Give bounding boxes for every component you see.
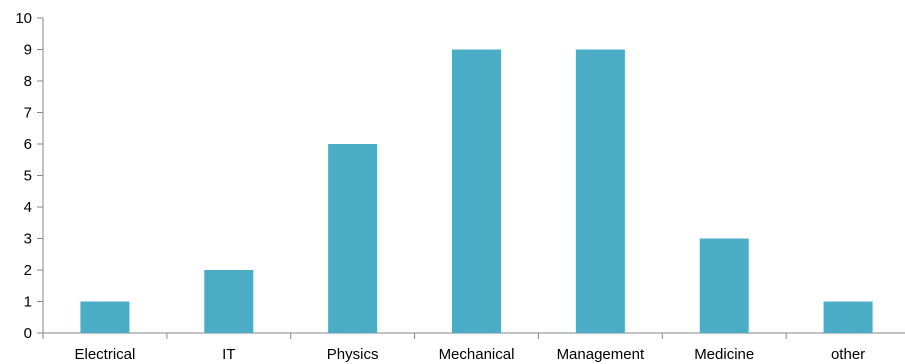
bar-mechanical <box>452 49 501 333</box>
x-axis: Electrical IT Physics Mechanical Management M… <box>42 332 905 363</box>
x-category-label: Management <box>557 346 645 363</box>
x-category-label: IT <box>222 346 235 363</box>
y-tick-label: 7 <box>24 105 32 122</box>
y-tick-label: 1 <box>24 294 32 311</box>
x-category-label: other <box>831 346 865 363</box>
y-tick-label: 3 <box>24 231 32 248</box>
bar-physics <box>328 144 378 333</box>
bar-medicine <box>699 238 749 333</box>
y-tick-label: 0 <box>24 325 32 342</box>
bars <box>80 49 873 333</box>
y-tick-label: 2 <box>24 262 32 279</box>
y-axis: 0 1 2 3 4 5 6 7 8 9 10 <box>15 10 44 342</box>
x-category-label: Mechanical <box>439 346 515 363</box>
y-tick-label: 6 <box>24 136 32 153</box>
bar-it <box>204 270 254 333</box>
y-tick-label: 5 <box>24 168 32 185</box>
bar-electrical <box>80 301 130 333</box>
x-category-label: Physics <box>327 346 379 363</box>
y-tick-label: 9 <box>24 42 32 59</box>
bar-management <box>575 49 625 333</box>
y-tick-label: 10 <box>15 10 32 27</box>
y-tick-label: 4 <box>24 199 32 216</box>
x-category-label: Medicine <box>694 346 754 363</box>
x-category-label: Electrical <box>74 346 135 363</box>
bar-other <box>823 301 873 333</box>
y-tick-label: 8 <box>24 73 32 90</box>
